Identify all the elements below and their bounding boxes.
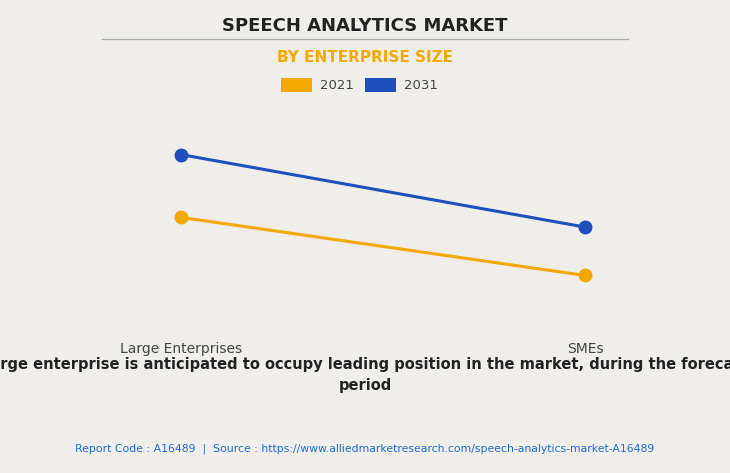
Line: 2031: 2031 (175, 149, 591, 233)
Text: Large enterprise is anticipated to occupy leading position in the market, during: Large enterprise is anticipated to occup… (0, 357, 730, 393)
2021 (581, 272, 590, 278)
Text: SPEECH ANALYTICS MARKET: SPEECH ANALYTICS MARKET (222, 17, 508, 35)
2031 (177, 152, 185, 158)
2021 (177, 215, 185, 220)
Line: 2021: 2021 (175, 211, 591, 282)
Text: 2031: 2031 (404, 79, 438, 92)
Text: BY ENTERPRISE SIZE: BY ENTERPRISE SIZE (277, 50, 453, 65)
Text: Report Code : A16489  |  Source : https://www.alliedmarketresearch.com/speech-an: Report Code : A16489 | Source : https://… (75, 444, 655, 454)
2031 (581, 224, 590, 230)
Text: 2021: 2021 (320, 79, 354, 92)
